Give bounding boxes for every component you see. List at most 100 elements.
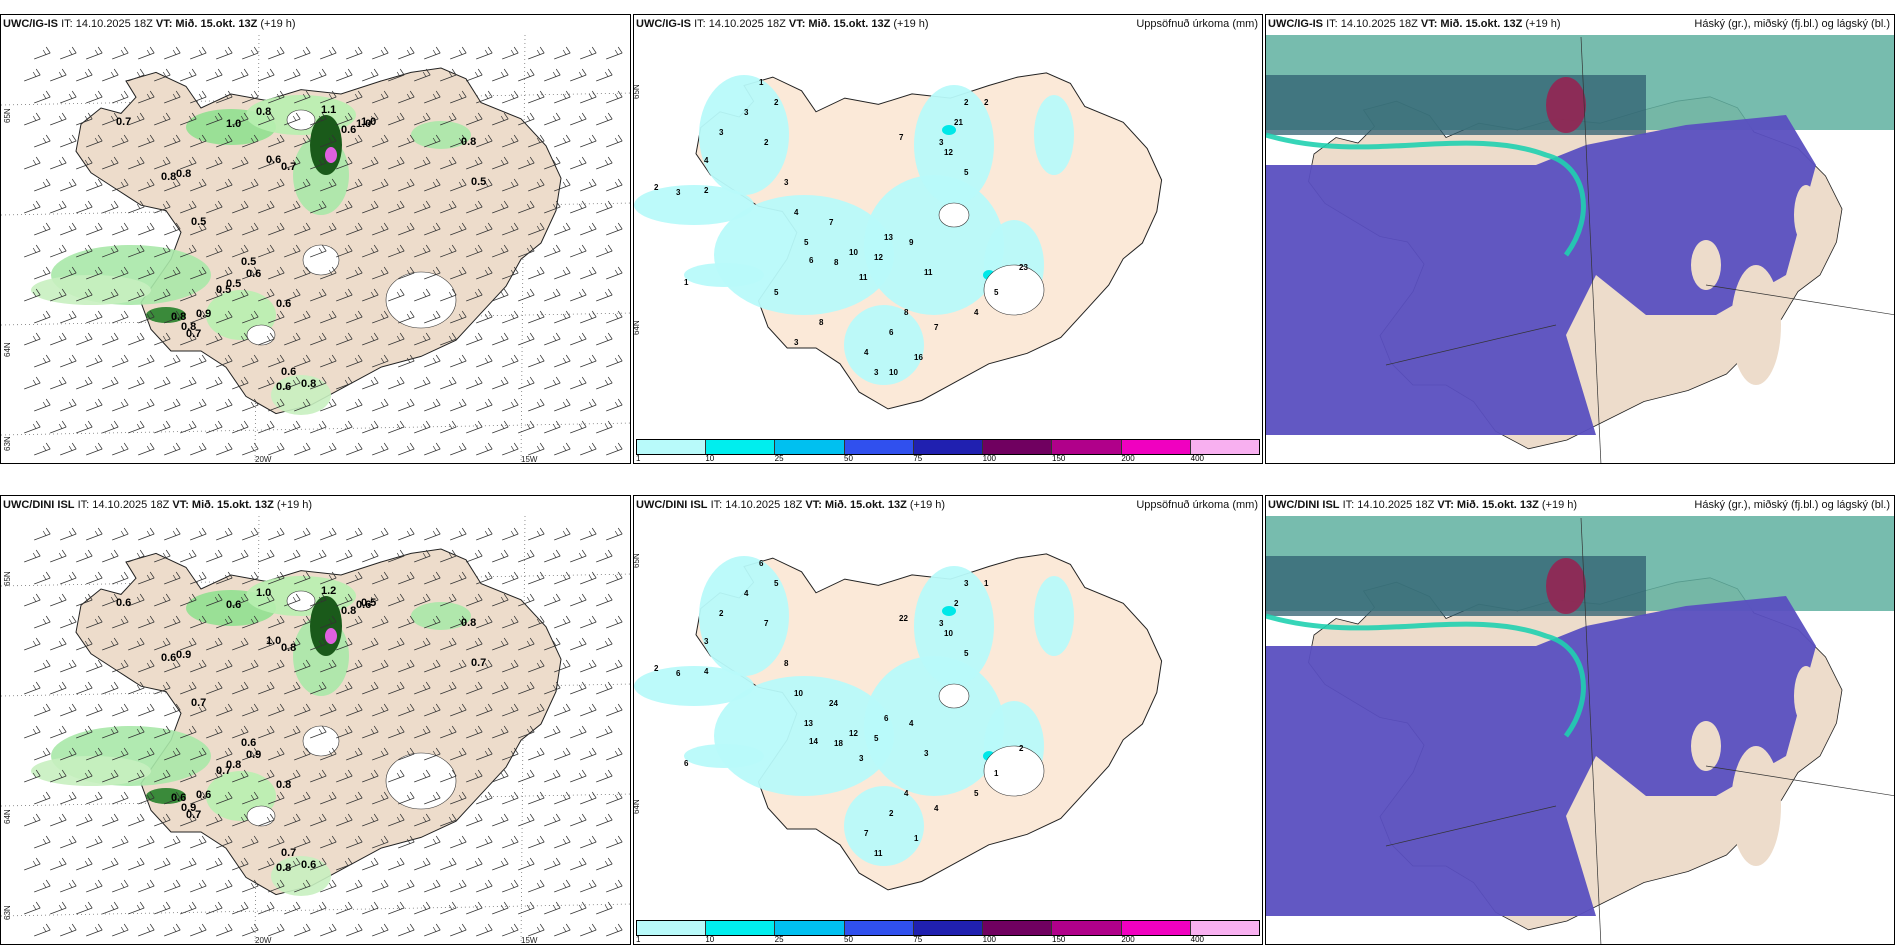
lon-label-15w: 15W bbox=[521, 936, 538, 945]
wind-value-label: 0.6 bbox=[281, 366, 296, 378]
precip-value-label: 4 bbox=[934, 804, 939, 813]
wind-value-label: 0.8 bbox=[276, 779, 291, 791]
wind-value-label: 0.7 bbox=[186, 809, 201, 821]
wind-value-label: 0.5 bbox=[471, 176, 486, 188]
panel-header: UWC/IG-IS IT: 14.10.2025 18Z VT: Mið. 15… bbox=[3, 18, 296, 30]
colorbar-cell bbox=[1052, 921, 1122, 935]
precip-value-label: 13 bbox=[884, 233, 893, 242]
colorbar-cell bbox=[844, 440, 914, 454]
precip-panel-bottom: UWC/DINI ISL IT: 14.10.2025 18Z VT: Mið.… bbox=[633, 495, 1263, 945]
colorbar-ticks: 1 10 25 50 75 100 150 200 400 bbox=[636, 454, 1260, 463]
wind-value-label: 1.1 bbox=[321, 104, 336, 116]
precip-value-label: 7 bbox=[829, 218, 834, 227]
precip-value-label: 5 bbox=[964, 649, 969, 658]
wind-value-label: 0.6 bbox=[266, 154, 281, 166]
colorbar-cell bbox=[1052, 440, 1122, 454]
wind-value-label: 0.9 bbox=[176, 649, 191, 661]
colorbar-tick: 50 bbox=[844, 454, 853, 463]
colorbar-tick: 25 bbox=[774, 935, 784, 944]
precip-value-label: 3 bbox=[874, 368, 879, 377]
lat-label-64: 64N bbox=[3, 809, 12, 824]
colorbar-ticks: 1 10 25 50 75 100 150 200 400 bbox=[636, 935, 1260, 944]
precip-value-label: 2 bbox=[704, 186, 709, 195]
wind-value-label: 0.6 bbox=[276, 298, 291, 310]
precip-value-label: 9 bbox=[909, 238, 914, 247]
wind-map: 0.7 1.00.8 1.10.61.00.60.70.8 0.80.50.50.60… bbox=[1, 34, 630, 463]
panel-header: UWC/DINI ISL IT: 14.10.2025 18Z VT: Mið.… bbox=[3, 499, 313, 511]
colorbar-tick: 1 bbox=[636, 935, 641, 944]
wind-value-label: 0.8 bbox=[301, 378, 316, 390]
precip-value-label: 8 bbox=[784, 659, 789, 668]
precip-value-label: 5 bbox=[964, 168, 969, 177]
precip-value-label: 3 bbox=[964, 579, 969, 588]
colorbar-cell bbox=[1121, 921, 1191, 935]
precip-value-label: 5 bbox=[974, 789, 979, 798]
wind-value-label: 1.0 bbox=[226, 118, 241, 130]
lat-label-65: 65N bbox=[633, 84, 641, 99]
precip-value-label: 3 bbox=[676, 188, 681, 197]
colorbar-tick: 25 bbox=[774, 454, 784, 463]
precip-value-label: 6 bbox=[884, 714, 889, 723]
precip-value-label: 18 bbox=[834, 739, 843, 748]
precip-value-label: 1 bbox=[994, 769, 999, 778]
precip-value-label: 7 bbox=[864, 829, 869, 838]
precip-value-label: 10 bbox=[889, 368, 898, 377]
colorbar-cell bbox=[637, 440, 707, 454]
wind-value-label: 0.6 bbox=[226, 599, 241, 611]
wind-value-label: 0.6 bbox=[196, 789, 211, 801]
panel-header: UWC/IG-IS IT: 14.10.2025 18Z VT: Mið. 15… bbox=[1268, 18, 1561, 30]
precip-value-label: 3 bbox=[859, 754, 864, 763]
precip-value-label: 3 bbox=[794, 338, 799, 347]
wind-value-label: 0.6 bbox=[241, 737, 256, 749]
lat-label-65: 65N bbox=[633, 553, 641, 568]
panel-header: UWC/IG-IS IT: 14.10.2025 18Z VT: Mið. 15… bbox=[636, 18, 929, 30]
cloud-panel-bottom: UWC/DINI ISL IT: 14.10.2025 18Z VT: Mið.… bbox=[1265, 495, 1895, 945]
cloud-title: Háský (gr.), miðský (fj.bl.) og lágský (… bbox=[1694, 499, 1890, 511]
colorbar-tick: 10 bbox=[705, 454, 715, 463]
precip-panel-top: UWC/IG-IS IT: 14.10.2025 18Z VT: Mið. 15… bbox=[633, 14, 1263, 464]
precip-value-label: 2 bbox=[774, 98, 779, 107]
wind-value-label: 1.0 bbox=[256, 587, 271, 599]
precip-value-label: 4 bbox=[909, 719, 914, 728]
colorbar-tick: 200 bbox=[1121, 935, 1135, 944]
precip-colorbar bbox=[636, 920, 1260, 936]
precip-title: Uppsöfnuð úrkoma (mm) bbox=[1136, 499, 1258, 511]
lat-label-64: 64N bbox=[3, 342, 12, 357]
precip-value-label: 2 bbox=[654, 183, 659, 192]
colorbar-tick: 100 bbox=[982, 935, 997, 944]
precip-map: 26 43245678101314241812356421053122342711… bbox=[634, 553, 1163, 891]
wind-value-label: 0.5 bbox=[191, 216, 206, 228]
wind-value-label: 0.8 bbox=[181, 321, 196, 333]
colorbar-cell bbox=[1190, 921, 1259, 935]
colorbar-tick: 75 bbox=[913, 454, 923, 463]
wind-value-label: 0.7 bbox=[216, 765, 231, 777]
precip-value-label: 6 bbox=[809, 256, 814, 265]
wind-value-label: 0.8 bbox=[461, 617, 476, 629]
cloud-panel-top: UWC/IG-IS IT: 14.10.2025 18Z VT: Mið. 15… bbox=[1265, 14, 1895, 464]
precip-value-label: 4 bbox=[794, 208, 799, 217]
precip-value-label: 12 bbox=[944, 148, 953, 157]
wind-value-label: 0.7 bbox=[186, 328, 201, 340]
lon-label-20w: 20W bbox=[255, 936, 272, 945]
wind-value-label: 0.7 bbox=[281, 161, 296, 173]
wind-value-label: 0.8 bbox=[176, 168, 191, 180]
wind-value-label: 0.9 bbox=[246, 749, 261, 761]
precip-value-label: 12 bbox=[874, 253, 883, 262]
precip-value-label: 23 bbox=[1019, 263, 1028, 272]
colorbar-cell bbox=[983, 440, 1053, 454]
precip-value-label: 13 bbox=[804, 719, 813, 728]
precip-value-label: 3 bbox=[719, 128, 724, 137]
precip-value-label: 3 bbox=[939, 619, 944, 628]
colorbar-cell bbox=[913, 440, 984, 454]
wind-value-label: 0.5 bbox=[241, 256, 256, 268]
colorbar-tick: 150 bbox=[1052, 935, 1066, 944]
colorbar-cell bbox=[637, 921, 707, 935]
precip-value-label: 10 bbox=[944, 629, 953, 638]
precip-value-label: 6 bbox=[676, 669, 681, 678]
precip-value-label: 7 bbox=[934, 323, 939, 332]
precip-value-label: 14 bbox=[809, 737, 818, 746]
precip-value-label: 3 bbox=[744, 108, 749, 117]
colorbar-cell bbox=[913, 921, 984, 935]
lon-label-15w: 15W bbox=[521, 455, 538, 464]
precip-value-label: 6 bbox=[889, 328, 894, 337]
